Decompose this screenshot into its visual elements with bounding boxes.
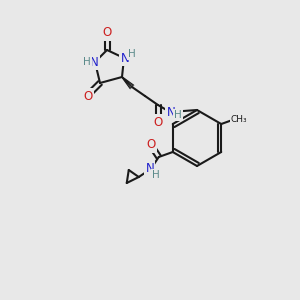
- Text: O: O: [153, 116, 163, 128]
- Text: CH₃: CH₃: [231, 115, 247, 124]
- Text: N: N: [146, 163, 154, 176]
- Text: N: N: [121, 52, 129, 64]
- Text: N: N: [90, 56, 98, 68]
- Text: O: O: [102, 26, 112, 40]
- Text: H: H: [83, 57, 91, 67]
- Text: H: H: [152, 170, 160, 180]
- Text: O: O: [83, 89, 93, 103]
- Text: N: N: [167, 106, 176, 118]
- Text: H: H: [174, 110, 182, 120]
- Text: H: H: [128, 49, 136, 59]
- Text: O: O: [146, 139, 155, 152]
